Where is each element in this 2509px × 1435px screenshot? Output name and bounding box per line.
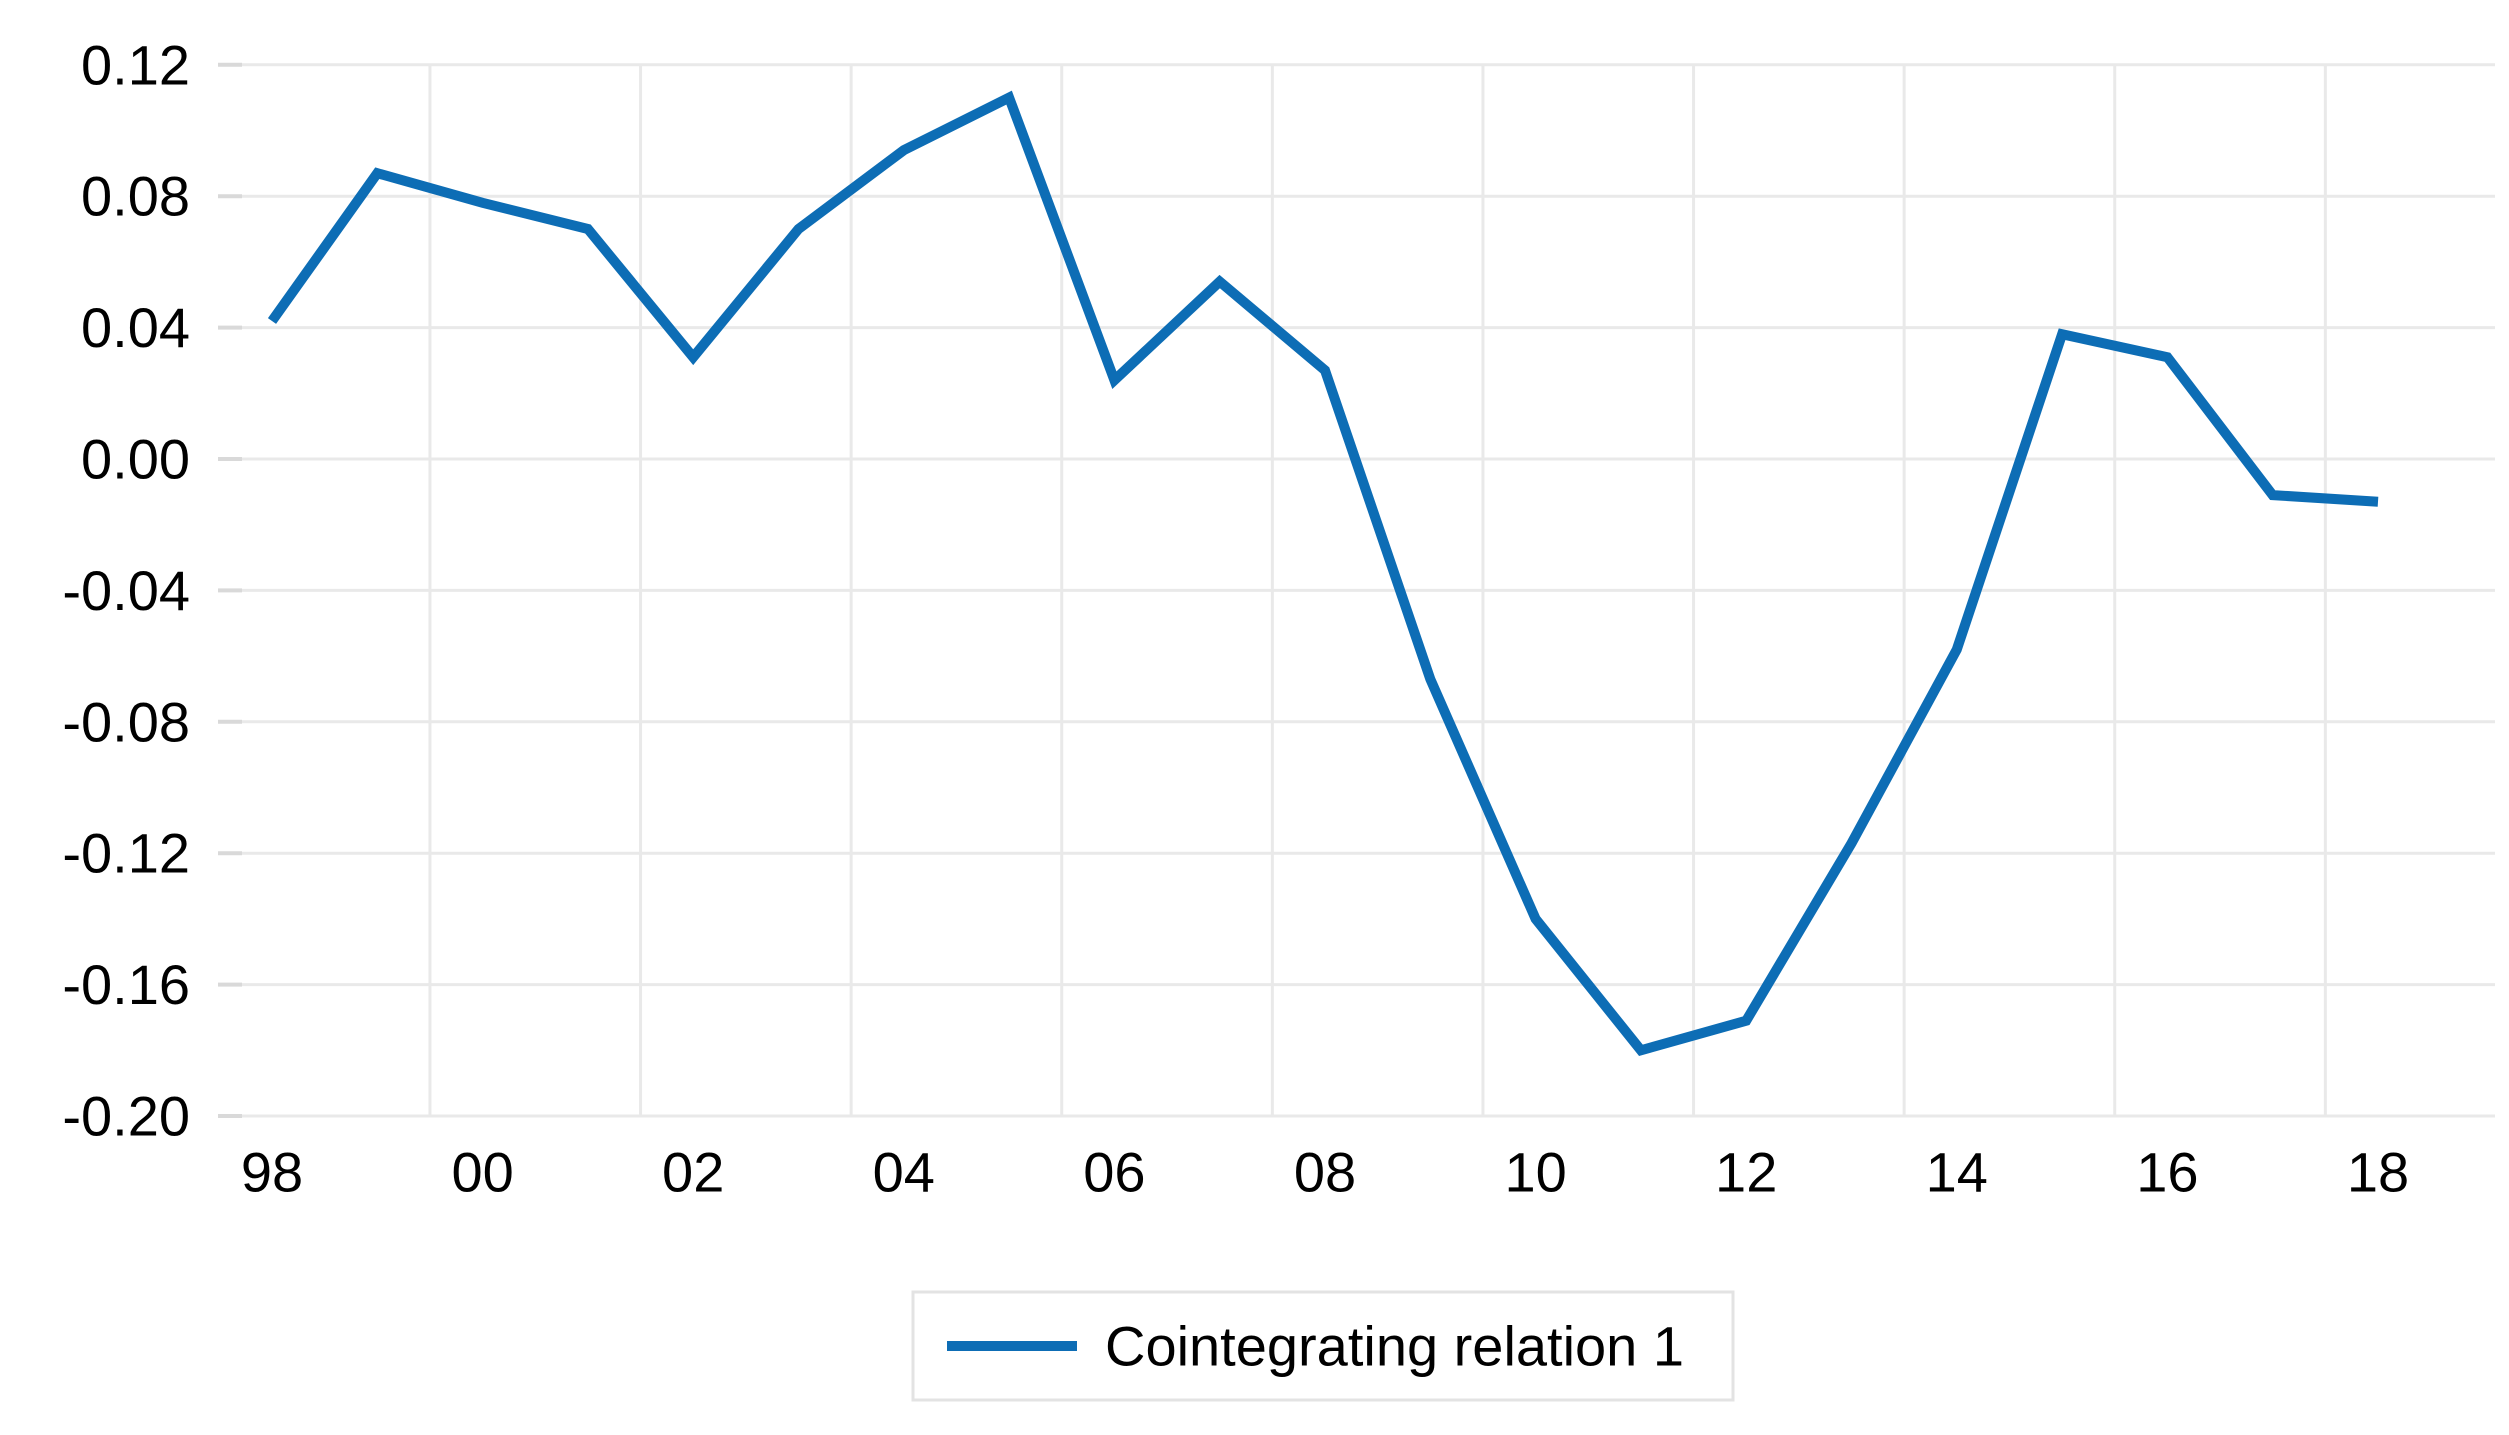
x-tick-label: 12 (1715, 1141, 1777, 1204)
legend-label: Cointegrating relation 1 (1105, 1315, 1684, 1378)
x-tick-label: 02 (662, 1141, 724, 1204)
y-tick-label: -0.08 (62, 690, 190, 753)
x-tick-label: 00 (451, 1141, 513, 1204)
x-tick-label: 14 (1926, 1141, 1988, 1204)
y-tick-label: 0.12 (81, 33, 190, 96)
x-tick-label: 10 (1504, 1141, 1566, 1204)
y-tick-label: 0.08 (81, 165, 190, 228)
series-line-cointegrating-relation-1 (267, 90, 2379, 1057)
y-tick-label: -0.16 (62, 953, 190, 1016)
x-tick-label: 16 (2136, 1141, 2198, 1204)
y-tick-label: 0.00 (81, 428, 190, 491)
y-tick-label: 0.04 (81, 296, 190, 359)
y-tick-label: -0.04 (62, 559, 190, 622)
y-tick-label: -0.12 (62, 822, 190, 885)
x-tick-label: 06 (1083, 1141, 1145, 1204)
x-tick-label: 04 (873, 1141, 935, 1204)
y-tick-label: -0.20 (62, 1085, 190, 1148)
x-tick-label: 98 (241, 1141, 303, 1204)
x-tick-label: 08 (1294, 1141, 1356, 1204)
x-tick-label: 18 (2347, 1141, 2409, 1204)
